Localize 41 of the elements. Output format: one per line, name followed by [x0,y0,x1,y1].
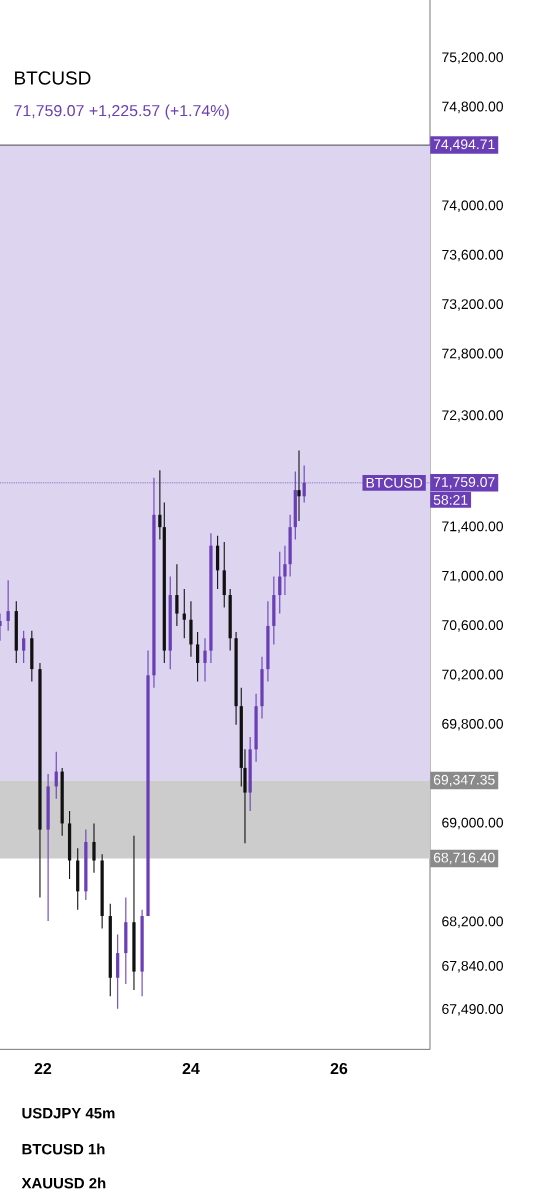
y-tick-label: 69,000.00 [442,817,504,830]
candlestick [92,822,96,874]
candlestick [6,579,10,632]
text: BTCUSD [15,71,91,85]
x-tick-label: 22 [34,1062,52,1075]
y-tick-label: 73,200.00 [442,299,504,311]
y-tick-label: 67,490.00 [442,1004,504,1016]
candlestick [158,469,162,541]
y-tick-label: 74,000.00 [442,200,504,212]
candlestick [175,563,179,627]
ref-line-label: 71,759.07 [433,477,495,489]
y-tick-label: 71,000.00 [442,570,504,583]
x-tick-label: 26 [330,1062,348,1075]
y-tick-label: 67,840.00 [442,960,504,973]
ref-line-label: 74,494.71 [433,139,495,151]
y-tick-label: 69,800.00 [442,718,504,731]
candlestick [195,631,200,683]
candlestick [203,637,207,683]
y-tick-label: 68,200.00 [442,916,504,928]
text: 71,759.07 +1,225.57 (+1.74%) [14,104,229,120]
y-tick-label: 72,800.00 [442,348,504,361]
y-tick-label: 70,200.00 [442,669,504,682]
candlestick [22,630,26,664]
text: 58:21 [433,494,468,505]
y-tick-label: 75,200.00 [442,52,504,64]
band-label: 69,347.35 [433,774,495,787]
candlestick [283,545,287,596]
candlestick [297,450,301,522]
y-tick-label: 70,600.00 [442,620,504,632]
text: BTCUSD 1h [22,1143,105,1155]
annotation: BTCUSD [366,477,423,488]
text: USDJPY 45m [22,1107,115,1119]
y-tick-label: 73,600.00 [442,249,504,262]
candlestick [278,551,282,615]
text: XAUUSD 2h [21,1177,106,1189]
x-tick-label: 24 [182,1062,200,1075]
y-tick-label: 71,400.00 [442,521,504,533]
y-tick-label: 74,800.00 [442,101,504,114]
candlestick [182,588,186,639]
y-tick-label: 72,300.00 [442,410,504,422]
band-label: 68,716.40 [433,852,495,865]
